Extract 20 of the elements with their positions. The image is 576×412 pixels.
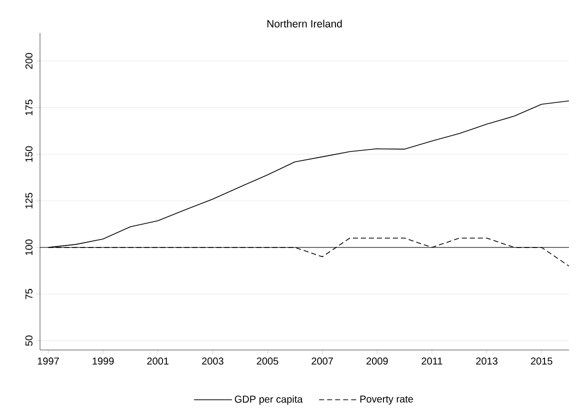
- y-tick-label: 100: [25, 239, 32, 256]
- y-tick-label: 125: [25, 192, 32, 208]
- x-tick-label: 2009: [366, 358, 388, 365]
- x-tick-label: 2005: [256, 358, 278, 365]
- x-tick-label: 2007: [312, 358, 333, 365]
- legend-label: GDP per capita: [234, 395, 303, 405]
- chart-title: Northern Ireland: [267, 20, 342, 28]
- x-tick-label: 1999: [92, 358, 114, 365]
- legend-label: Poverty rate: [360, 396, 413, 405]
- x-tick-label: 1997: [38, 358, 59, 365]
- x-tick-label: 2011: [422, 358, 442, 365]
- x-tick-label: 2001: [147, 358, 169, 365]
- y-tick-label: 200: [25, 53, 32, 69]
- y-tick-label: 150: [25, 146, 32, 162]
- x-tick-label: 2013: [476, 358, 498, 365]
- y-tick-label: 50: [25, 335, 32, 346]
- x-tick-label: 2015: [530, 358, 552, 365]
- x-tick-label: 2003: [202, 358, 224, 365]
- y-tick-label: 75: [26, 288, 32, 300]
- y-tick-label: 175: [26, 100, 32, 116]
